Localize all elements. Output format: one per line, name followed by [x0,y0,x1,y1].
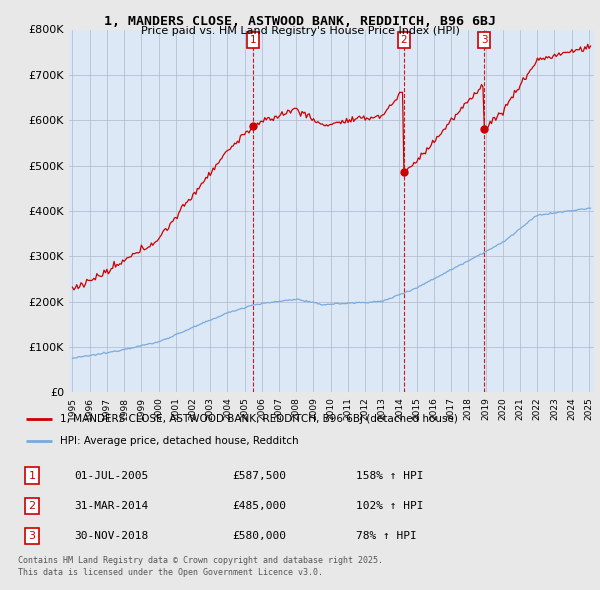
Text: £587,500: £587,500 [232,471,286,481]
Text: £485,000: £485,000 [232,501,286,511]
Text: 31-MAR-2014: 31-MAR-2014 [74,501,149,511]
Text: HPI: Average price, detached house, Redditch: HPI: Average price, detached house, Redd… [60,437,299,447]
Text: Price paid vs. HM Land Registry's House Price Index (HPI): Price paid vs. HM Land Registry's House … [140,26,460,36]
Text: 1, MANDERS CLOSE, ASTWOOD BANK, REDDITCH, B96 6BJ: 1, MANDERS CLOSE, ASTWOOD BANK, REDDITCH… [104,15,496,28]
Text: 78% ↑ HPI: 78% ↑ HPI [356,531,417,541]
Text: This data is licensed under the Open Government Licence v3.0.: This data is licensed under the Open Gov… [18,568,323,576]
Text: 3: 3 [29,531,35,541]
Text: 102% ↑ HPI: 102% ↑ HPI [356,501,424,511]
Text: 1: 1 [250,35,256,45]
Text: 2: 2 [29,501,35,511]
Text: 158% ↑ HPI: 158% ↑ HPI [356,471,424,481]
Text: £580,000: £580,000 [232,531,286,541]
Text: 1: 1 [29,471,35,481]
Text: 01-JUL-2005: 01-JUL-2005 [74,471,149,481]
Text: 2: 2 [400,35,407,45]
Text: 1, MANDERS CLOSE, ASTWOOD BANK, REDDITCH, B96 6BJ (detached house): 1, MANDERS CLOSE, ASTWOOD BANK, REDDITCH… [60,414,458,424]
Text: Contains HM Land Registry data © Crown copyright and database right 2025.: Contains HM Land Registry data © Crown c… [18,556,383,565]
Text: 3: 3 [481,35,487,45]
Text: 30-NOV-2018: 30-NOV-2018 [74,531,149,541]
